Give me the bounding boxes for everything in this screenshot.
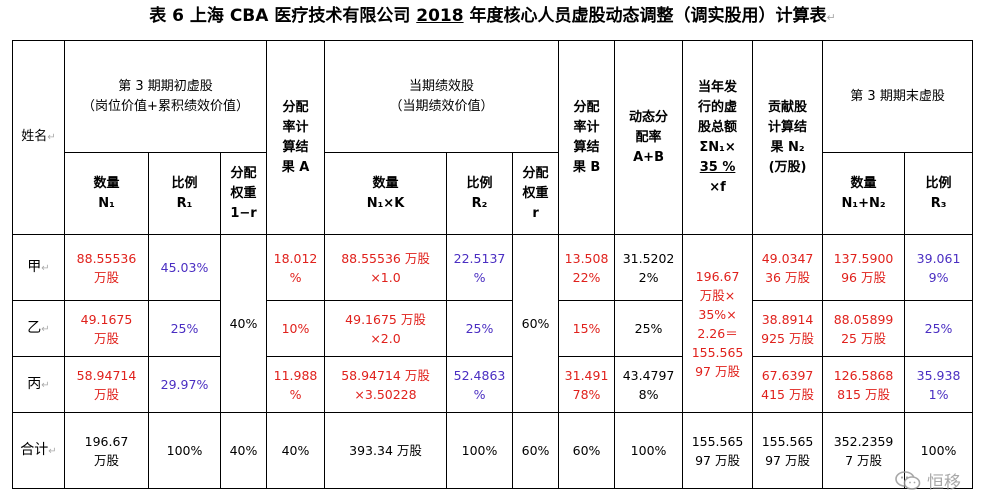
cell-b: 13.508 22% — [558, 234, 616, 301]
row-name: 甲↵ — [12, 234, 65, 301]
cell-a: 11.988% — [266, 356, 326, 413]
header-perf-group: 当期绩效股 （当期绩效价值） — [324, 40, 560, 153]
header-initial-qty: 数量 N₁ — [64, 152, 149, 235]
cell-r3: 39.061 9% — [904, 234, 974, 301]
header-issued-total: 当年发 行的虚 股总额 ΣN₁× 35 % ×f — [682, 40, 754, 235]
total-row: 合计↵ 196.67 万股 100% 40% 40% 393.34 万股 100%… — [12, 412, 974, 489]
cell-ab: 43.4797 8% — [614, 356, 684, 413]
cell-b: 15% — [558, 300, 616, 357]
cell-nk: 49.1675 万股 ×2.0 — [324, 300, 448, 357]
table-row: 乙↵ 49.1675 万股 25% 10% 49.1675 万股 ×2.0 25% … — [12, 300, 974, 357]
total-n2: 155.565 97 万股 — [752, 412, 824, 489]
cell-r3: 25% — [904, 300, 974, 357]
header-final-qty: 数量 N₁+N₂ — [822, 152, 906, 235]
cell-weight-1: 40% — [219, 234, 268, 413]
total-weight-2: 60% — [512, 412, 560, 489]
wechat-icon — [895, 470, 921, 490]
header-initial-ratio: 比例 R₁ — [148, 152, 221, 235]
cell-n2: 49.0347 36 万股 — [752, 234, 824, 301]
header-initial-group: 第 3 期期初虚股 （岗位价值+累积绩效价值） — [63, 40, 268, 153]
cell-n3: 126.5868 815 万股 — [822, 356, 906, 413]
watermark: 恒移 — [895, 468, 961, 493]
cell-r1: 45.03% — [148, 234, 221, 301]
header-weight-2: 分配 权重 r — [512, 152, 560, 235]
header-dynamic-rate: 动态分 配率 A+B — [614, 40, 684, 235]
watermark-text: 恒移 — [927, 473, 961, 493]
header-final-group: 第 3 期期末虚股 — [822, 40, 974, 153]
total-r3: 100% — [904, 412, 974, 489]
header-weight-1: 分配 权重 1−r — [219, 152, 268, 235]
cell-nk: 88.55536 万股 ×1.0 — [324, 234, 448, 301]
cell-nk: 58.94714 万股 ×3.50228 — [324, 356, 448, 413]
cell-issued-total: 196.67 万股× 35%× 2.26＝ 155.565 97 万股 — [682, 234, 754, 413]
header-perf-qty: 数量 N₁×K — [324, 152, 448, 235]
calc-table: 姓名↵ 第 3 期期初虚股 （岗位价值+累积绩效价值） 分配 率计 算结果 A 当期绩… — [12, 40, 974, 489]
cell-n1: 88.55536 万股 — [64, 234, 149, 301]
cell-weight-2: 60% — [512, 234, 560, 413]
cell-n1: 58.94714 万股 — [64, 356, 149, 413]
title-year: 2018 — [416, 6, 464, 26]
header-final-ratio: 比例 R₃ — [904, 152, 974, 235]
row-name: 合计↵ — [12, 412, 65, 489]
total-n1: 196.67 万股 — [64, 412, 149, 489]
cell-n3: 88.05899 25 万股 — [822, 300, 906, 357]
total-nk: 393.34 万股 — [324, 412, 448, 489]
header-alloc-b: 分配 率计 算结果 B — [558, 40, 616, 235]
total-ab: 100% — [614, 412, 684, 489]
cell-n2: 67.6397 415 万股 — [752, 356, 824, 413]
cell-n2: 38.8914 925 万股 — [752, 300, 824, 357]
total-b: 60% — [558, 412, 616, 489]
table-row: 丙↵ 58.94714 万股 29.97% 11.988% 58.94714 万股… — [12, 356, 974, 413]
header-perf-ratio: 比例 R₂ — [446, 152, 514, 235]
cell-r1: 25% — [148, 300, 221, 357]
cell-a: 10% — [266, 300, 326, 357]
cell-r2: 25% — [446, 300, 514, 357]
cell-r1: 29.97% — [148, 356, 221, 413]
header-name: 姓名↵ — [12, 40, 65, 235]
cell-r3: 35.938 1% — [904, 356, 974, 413]
cell-ab: 25% — [614, 300, 684, 357]
cell-b: 31.491 78% — [558, 356, 616, 413]
cell-r2: 52.4863% — [446, 356, 514, 413]
cell-n1: 49.1675 万股 — [64, 300, 149, 357]
cell-r2: 22.5137% — [446, 234, 514, 301]
header-contribution: 贡献股 计算结果 N₂ (万股) — [752, 40, 824, 235]
total-n3: 352.2359 7 万股 — [822, 412, 906, 489]
total-weight-1: 40% — [219, 412, 268, 489]
total-a: 40% — [266, 412, 326, 489]
header-alloc-a: 分配 率计 算结果 A — [266, 40, 326, 235]
page-title: 表 6 上海 CBA 医疗技术有限公司 2018 年度核心人员虚股动态调整（调实… — [149, 6, 836, 26]
cell-n3: 137.5900 96 万股 — [822, 234, 906, 301]
cell-a: 18.012% — [266, 234, 326, 301]
total-r2: 100% — [446, 412, 514, 489]
row-name: 乙↵ — [12, 300, 65, 357]
row-name: 丙↵ — [12, 356, 65, 413]
total-r1: 100% — [148, 412, 221, 489]
total-issued: 155.565 97 万股 — [682, 412, 754, 489]
table-row: 甲↵ 88.55536 万股 45.03% 40% 18.012% 88.5553… — [12, 234, 974, 413]
cell-ab: 31.5202 2% — [614, 234, 684, 301]
